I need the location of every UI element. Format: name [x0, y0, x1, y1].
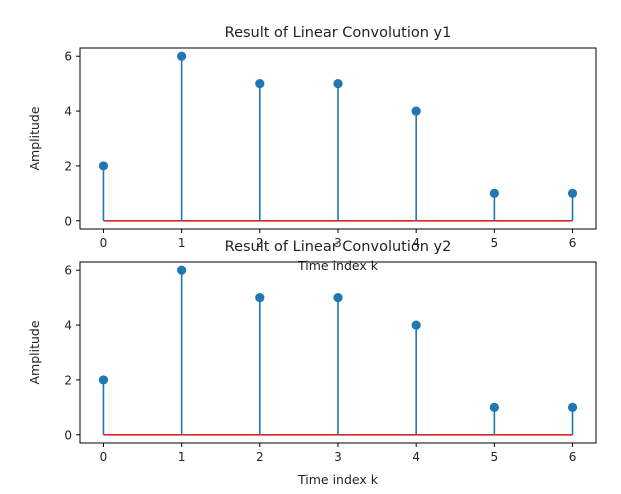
x-tick-label-y1: 2	[256, 236, 264, 250]
marker-y2-k3	[333, 293, 343, 303]
x-tick-label-y2: 2	[256, 450, 264, 464]
marker-y2-k6	[567, 402, 578, 412]
marker-y2-k1	[177, 265, 187, 275]
marker-y1-k6	[567, 188, 578, 198]
x-tick-label-y1: 6	[569, 236, 577, 250]
marker-y1-k3	[333, 79, 343, 89]
x-tick-label-y2: 4	[412, 450, 420, 464]
y-axis-label-y1: Amplitude	[27, 106, 42, 170]
marker-y1-k0	[98, 161, 109, 171]
y-tick-label-y2: 2	[64, 373, 72, 387]
chart-title-y1: Result of Linear Convolution y1	[225, 25, 452, 41]
x-tick-label-y1: 3	[334, 236, 342, 250]
y-tick-label-y1: 4	[64, 105, 72, 119]
x-tick-label-y2: 0	[100, 450, 108, 464]
marker-y2-k0	[98, 375, 109, 385]
x-tick-label-y1: 0	[100, 236, 108, 250]
marker-y2-k4	[411, 320, 421, 330]
y-axis-label-y2: Amplitude	[27, 320, 42, 384]
x-tick-label-y1: 1	[178, 236, 186, 250]
marker-y2-k2	[255, 293, 265, 303]
chart-title-y2: Result of Linear Convolution y2	[225, 239, 452, 255]
y-tick-label-y2: 4	[64, 319, 72, 333]
marker-y1-k4	[411, 106, 421, 116]
x-tick-label-y1: 4	[412, 236, 420, 250]
x-axis-label-y1: Time index k	[297, 258, 379, 273]
x-tick-label-y1: 5	[491, 236, 499, 250]
marker-y1-k1	[177, 51, 187, 61]
y-tick-label-y1: 0	[64, 214, 72, 228]
x-axis-label-y2: Time index k	[297, 472, 379, 487]
subplot-y2: 0 1 2 3 4 5 6 0 2 4 6 Result of Linear Convolutio…	[27, 239, 597, 487]
x-tick-label-y2: 1	[178, 450, 186, 464]
marker-y1-k2	[255, 79, 265, 89]
marker-y2-k5	[489, 402, 499, 412]
y-tick-label-y1: 6	[64, 50, 72, 64]
y-tick-label-y2: 0	[64, 428, 72, 442]
x-tick-label-y2: 5	[491, 450, 499, 464]
y-tick-label-y1: 2	[64, 159, 72, 173]
marker-y1-k5	[489, 188, 499, 198]
x-tick-label-y2: 6	[569, 450, 577, 464]
y-tick-label-y2: 6	[64, 264, 72, 278]
x-tick-label-y2: 3	[334, 450, 342, 464]
subplot-y1: 0 1 2 3 4 5 6 0 2 4 6 Result of Linear Convolutio…	[27, 25, 597, 273]
